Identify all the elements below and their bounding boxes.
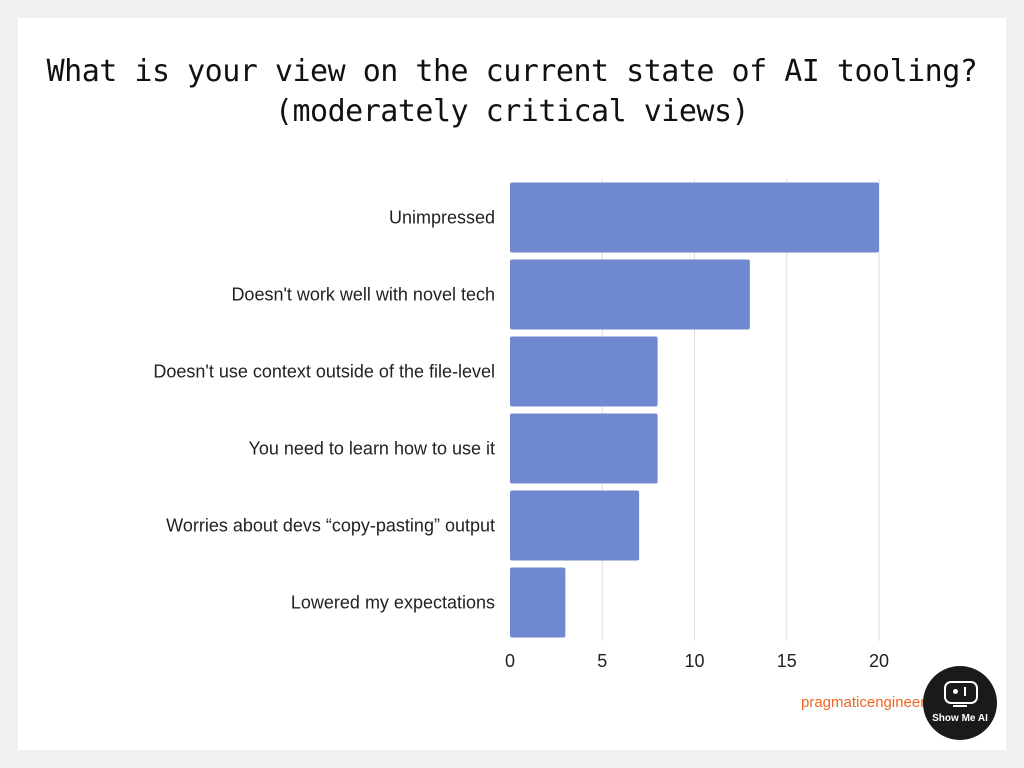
robot-stand-icon [953, 705, 967, 707]
chart-title-line-1: What is your view on the current state o… [46, 54, 978, 89]
bar-5 [510, 567, 566, 638]
x-tick-label-5: 5 [597, 651, 607, 671]
x-tick-label-20: 20 [869, 651, 889, 671]
bar-2 [510, 336, 658, 407]
bar-3 [510, 413, 658, 484]
category-label-2: Doesn't use context outside of the file-… [153, 362, 495, 382]
x-tick-label-15: 15 [777, 651, 797, 671]
category-label-4: Worries about devs “copy-pasting” output [166, 516, 495, 536]
chart-title: What is your view on the current state o… [18, 52, 1006, 132]
x-tick-label-10: 10 [684, 651, 704, 671]
bar-1 [510, 259, 750, 330]
bar-4 [510, 490, 640, 561]
chart-title-line-2: (moderately critical views) [274, 94, 750, 129]
category-label-5: Lowered my expectations [291, 593, 495, 613]
category-label-0: Unimpressed [389, 208, 495, 228]
x-tick-label-0: 0 [505, 651, 515, 671]
robot-face-icon [944, 681, 978, 704]
show-me-ai-badge[interactable]: Show Me AI [923, 666, 997, 740]
category-label-3: You need to learn how to use it [248, 439, 495, 459]
watermark-text: pragmaticengineer [801, 694, 926, 711]
bar-0 [510, 182, 879, 253]
badge-label: Show Me AI [932, 713, 988, 724]
category-label-1: Doesn't work well with novel tech [231, 285, 495, 305]
